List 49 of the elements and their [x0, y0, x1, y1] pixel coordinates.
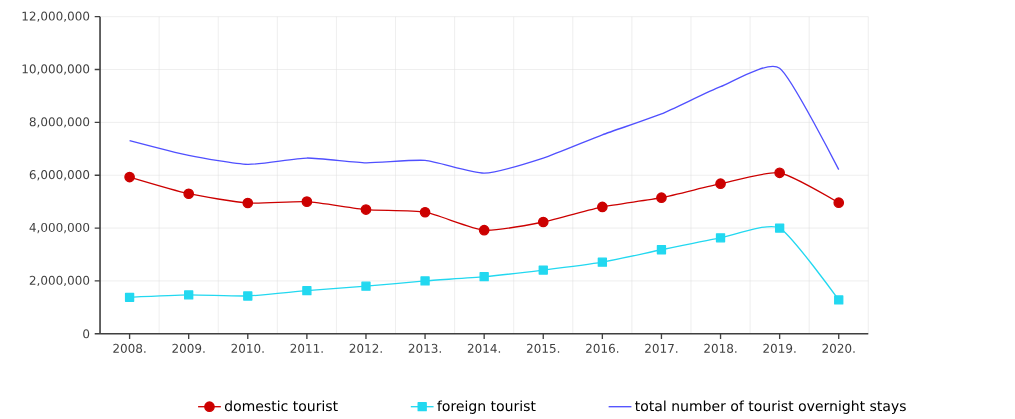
point [715, 178, 726, 190]
y-tick-label: 4,000,000 [29, 223, 90, 234]
point [478, 224, 490, 236]
x-tick-label: 2014. [467, 343, 501, 353]
x-tick-label: 2017. [645, 343, 678, 353]
point [243, 291, 253, 301]
point [420, 276, 430, 286]
point [360, 204, 372, 215]
x-tick-label: 2020. [822, 343, 855, 353]
point [242, 197, 254, 209]
point [361, 281, 371, 291]
x-tick-label: 2018. [704, 343, 737, 353]
legend-label: domestic tourist [224, 400, 338, 412]
point [183, 188, 195, 200]
y-tick-label: 6,000,000 [29, 170, 90, 181]
legend-label: total number of tourist overnight stays [635, 400, 906, 415]
x-tick-label: 2012. [349, 343, 382, 353]
point [597, 257, 608, 267]
y-tick-label: 8,000,000 [29, 117, 90, 128]
x-tick-label: 2008. [113, 343, 146, 353]
point [537, 216, 549, 228]
point [124, 292, 135, 303]
x-tick-label: 2016. [586, 343, 619, 353]
point [715, 233, 726, 243]
x-tick-label: 2010. [231, 343, 264, 353]
point [302, 286, 312, 296]
point [301, 196, 313, 208]
x-tick-label: 2015. [526, 343, 560, 353]
point [538, 265, 548, 275]
x-tick-label: 2011. [290, 343, 323, 353]
point [419, 206, 431, 218]
point [597, 201, 608, 213]
legend-label: foreign tourist [437, 400, 536, 415]
point [774, 223, 785, 233]
y-tick-label: 0 [83, 329, 90, 339]
y-tick-label: 10,000,000 [22, 64, 90, 75]
y-tick-label: 2,000,000 [29, 275, 90, 287]
point [774, 167, 785, 179]
y-tick-label: 12,000,000 [22, 11, 90, 22]
point [656, 245, 667, 255]
point [656, 192, 667, 204]
x-tick-label: 2009. [172, 343, 205, 353]
point [834, 295, 844, 305]
x-tick-label: 2019. [763, 343, 796, 353]
point [124, 171, 135, 183]
x-tick-label: 2013. [408, 343, 441, 353]
point [184, 290, 194, 300]
point [833, 197, 845, 209]
point [479, 272, 489, 282]
